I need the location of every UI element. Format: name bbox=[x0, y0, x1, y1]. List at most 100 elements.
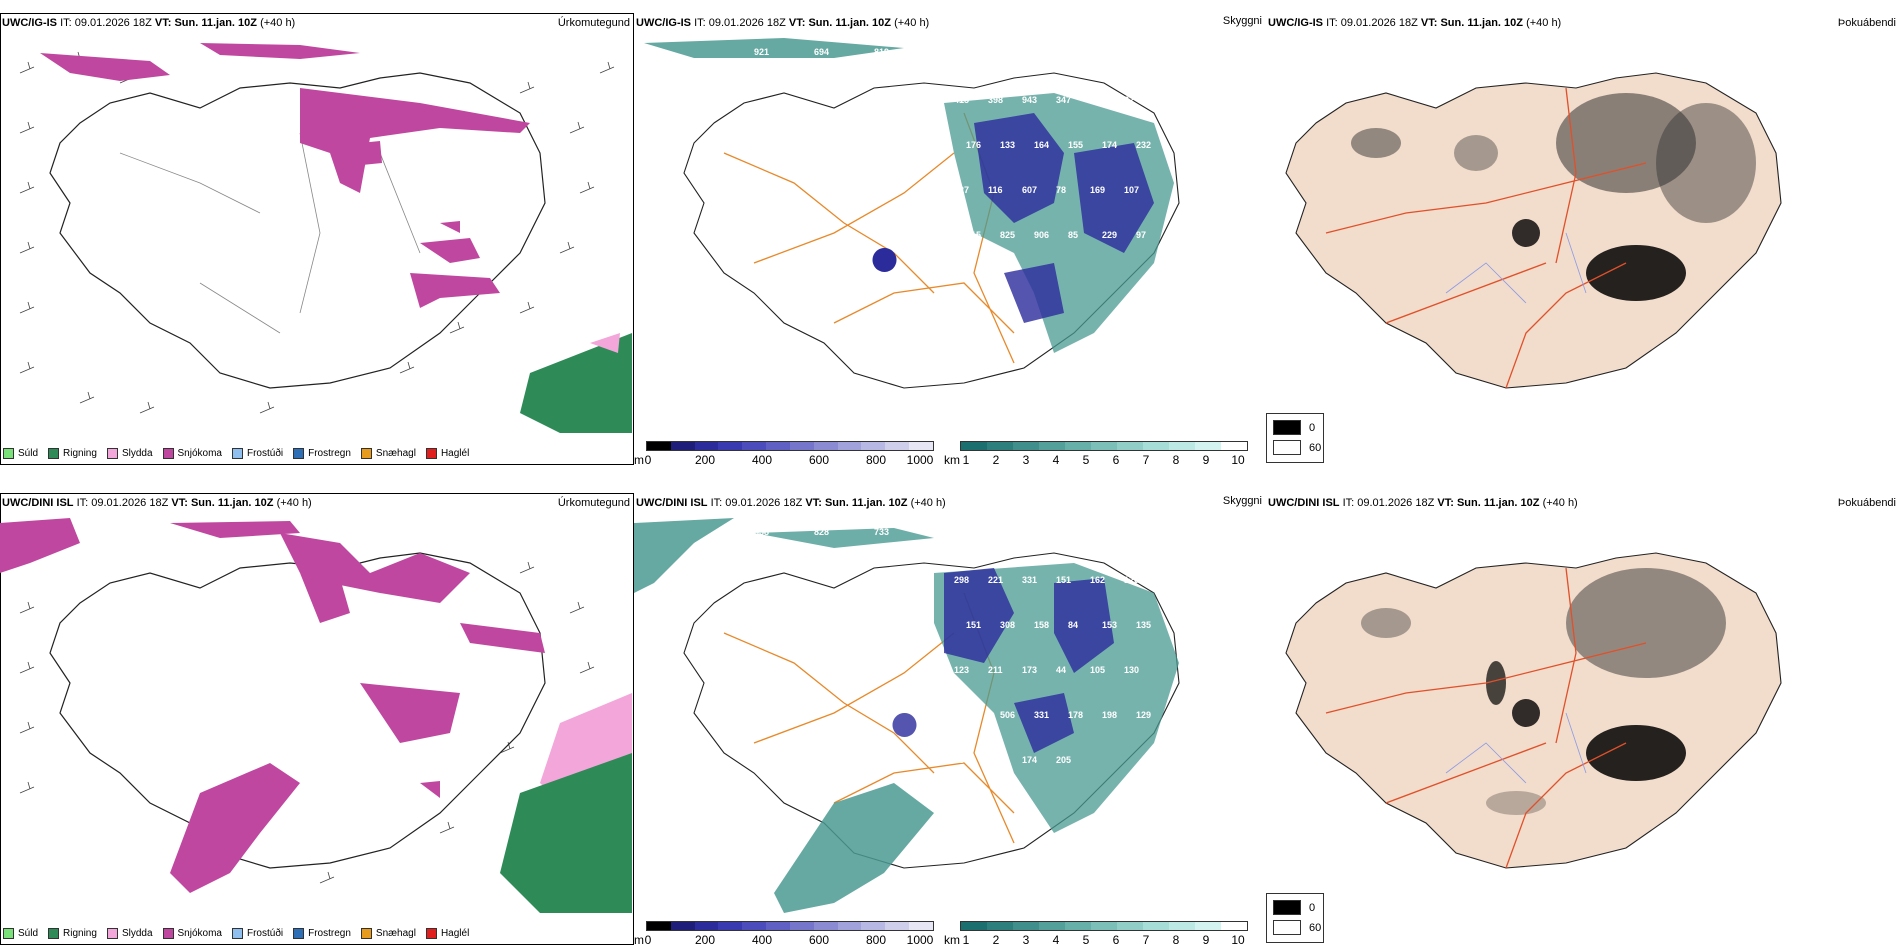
ceiling-colorbar: m 0 200 400 600 800 1000 bbox=[634, 921, 934, 945]
vis-value-label: 205 bbox=[1056, 755, 1071, 765]
model-name: UWC/IG-IS bbox=[2, 17, 57, 29]
legend-item: Snjókoma bbox=[162, 447, 222, 459]
vis-value-label: 819 bbox=[874, 47, 889, 57]
vis-tick: 3 bbox=[1022, 453, 1030, 465]
vis-value-label: 607 bbox=[1022, 185, 1037, 195]
ceiling-tick: 400 bbox=[751, 933, 773, 945]
vis-tick: 3 bbox=[1022, 933, 1030, 945]
vis-value-label: 921 bbox=[754, 47, 769, 57]
ceiling-tick: 200 bbox=[694, 933, 716, 945]
swatch-rain bbox=[48, 927, 60, 939]
legend-item: Slydda bbox=[106, 927, 153, 939]
panel-header: UWC/IG-IS IT: 09.01.2026 18Z VT: Sun. 11… bbox=[2, 17, 630, 29]
vis-value-label: 173 bbox=[1022, 665, 1037, 675]
fog-legend-swatch-high bbox=[1273, 420, 1301, 435]
visibility-colorbar-strip bbox=[960, 921, 1248, 931]
ptype-map bbox=[0, 518, 632, 913]
panel-name: Skyggni bbox=[1222, 495, 1262, 507]
vis-value-label: 943 bbox=[1022, 95, 1037, 105]
vis-value-label: 85 bbox=[1068, 230, 1078, 240]
ptype-legend: Súld Rigning Slydda Snjókoma Frostúði Fr… bbox=[3, 445, 469, 461]
vis-tick: 8 bbox=[1172, 933, 1180, 945]
legend-item: Snæhagl bbox=[360, 447, 416, 459]
vis-value-label: 174 bbox=[1102, 140, 1117, 150]
panel-name: Skyggni bbox=[1222, 15, 1262, 27]
legend-item: Rigning bbox=[48, 447, 97, 459]
fog-panel-1: UWC/IG-IS IT: 09.01.2026 18Z VT: Sun. 11… bbox=[1266, 13, 1900, 465]
vis-value-label: 105 bbox=[1090, 665, 1105, 675]
swatch-freezing-rain bbox=[293, 447, 305, 459]
vis-value-label: 143 bbox=[988, 755, 1003, 765]
vis-value-label: 331 bbox=[1022, 575, 1037, 585]
vis-value-label: 135 bbox=[1136, 620, 1151, 630]
vis-value-label: 84 bbox=[1068, 620, 1078, 630]
visibility-colorbar: km 1 2 3 4 5 6 7 8 9 10 bbox=[944, 921, 1254, 945]
vis-value-label: 415 bbox=[954, 95, 969, 105]
swatch-freezing-drizzle bbox=[231, 927, 243, 939]
swatch-hail bbox=[425, 447, 437, 459]
vis-tick: 2 bbox=[992, 933, 1000, 945]
vis-tick: 7 bbox=[1142, 453, 1150, 465]
legend-item: Súld bbox=[3, 447, 38, 459]
vis-value-label: 44 bbox=[1056, 665, 1066, 675]
vis-value-label: 347 bbox=[1056, 95, 1071, 105]
legend-item: Frostregn bbox=[293, 927, 351, 939]
vis-value-label: 123 bbox=[954, 665, 969, 675]
vis-value-label: 227 bbox=[954, 185, 969, 195]
vis-value-label: 331 bbox=[1034, 710, 1049, 720]
panel-name: Úrkomutegund bbox=[557, 497, 630, 509]
panel-header: UWC/DINI ISL IT: 09.01.2026 18Z VT: Sun.… bbox=[1268, 497, 1896, 509]
vis-value-label: 415 bbox=[966, 230, 981, 240]
vis-tick: 5 bbox=[1082, 453, 1090, 465]
vis-value-label: 694 bbox=[814, 47, 829, 57]
visibility-colorbar: km 1 2 3 4 5 6 7 8 9 10 bbox=[944, 441, 1254, 465]
swatch-freezing-drizzle bbox=[231, 447, 243, 459]
ptype-panel-2: UWC/DINI ISL IT: 09.01.2026 18Z VT: Sun.… bbox=[0, 493, 634, 945]
swatch-snow bbox=[162, 447, 174, 459]
vis-value-label: 158 bbox=[1034, 620, 1049, 630]
fog-panel-2: UWC/DINI ISL IT: 09.01.2026 18Z VT: Sun.… bbox=[1266, 493, 1900, 945]
vis-value-label: 506 bbox=[1000, 710, 1015, 720]
vis-tick: 5 bbox=[1082, 933, 1090, 945]
vis-value-label: 308 bbox=[1000, 620, 1015, 630]
ceiling-tick: 200 bbox=[694, 453, 716, 465]
vis-value-label: 97 bbox=[1136, 230, 1146, 240]
vis-tick: 7 bbox=[1142, 933, 1150, 945]
vis-value-label: 164 bbox=[1034, 140, 1049, 150]
swatch-snow-pellets bbox=[360, 447, 372, 459]
fog-index-map bbox=[1285, 552, 1782, 869]
vis-value-label: 229 bbox=[1102, 230, 1117, 240]
model-name: UWC/DINI ISL bbox=[2, 497, 74, 509]
ceiling-colorbar-strip bbox=[646, 441, 934, 451]
ptype-legend: Súld Rigning Slydda Snjókoma Frostúði Fr… bbox=[3, 925, 469, 941]
vis-tick: 4 bbox=[1052, 933, 1060, 945]
legend-item: Snjókoma bbox=[162, 927, 222, 939]
panel-name: Úrkomutegund bbox=[557, 17, 630, 29]
swatch-freezing-rain bbox=[293, 927, 305, 939]
fog-index-map bbox=[1285, 72, 1782, 389]
vis-value-label: 97 bbox=[966, 710, 976, 720]
rain-area bbox=[520, 333, 632, 433]
panel-name: Þokuábendi bbox=[1837, 17, 1896, 29]
ceiling-tick: 600 bbox=[808, 933, 830, 945]
fog-legend-swatch-high bbox=[1273, 900, 1301, 915]
vis-value-label: 211 bbox=[988, 665, 1003, 675]
visibility-colorbar-strip bbox=[960, 441, 1248, 451]
fog-legend-swatch-low bbox=[1273, 440, 1301, 455]
swatch-drizzle bbox=[3, 447, 14, 459]
visibility-map: 921 694 819 415 398 943 347 393 82 176 133 164 155 17… bbox=[644, 38, 1180, 389]
legend-item: Snæhagl bbox=[360, 927, 416, 939]
vis-tick: 6 bbox=[1112, 933, 1120, 945]
vis-value-label: 162 bbox=[1090, 575, 1105, 585]
legend-item: Frostúði bbox=[231, 447, 283, 459]
vis-value-label: 825 bbox=[1000, 230, 1015, 240]
legend-item: Súld bbox=[3, 927, 38, 939]
vis-tick: 1 bbox=[962, 933, 970, 945]
legend-item: Rigning bbox=[48, 927, 97, 939]
panel-header: UWC/IG-IS IT: 09.01.2026 18Z VT: Sun. 11… bbox=[1268, 17, 1896, 29]
swatch-drizzle bbox=[3, 927, 14, 939]
swatch-hail bbox=[425, 927, 437, 939]
vis-value-label: 76 bbox=[954, 755, 964, 765]
swatch-snow-pellets bbox=[360, 927, 372, 939]
vis-tick: 9 bbox=[1202, 933, 1210, 945]
